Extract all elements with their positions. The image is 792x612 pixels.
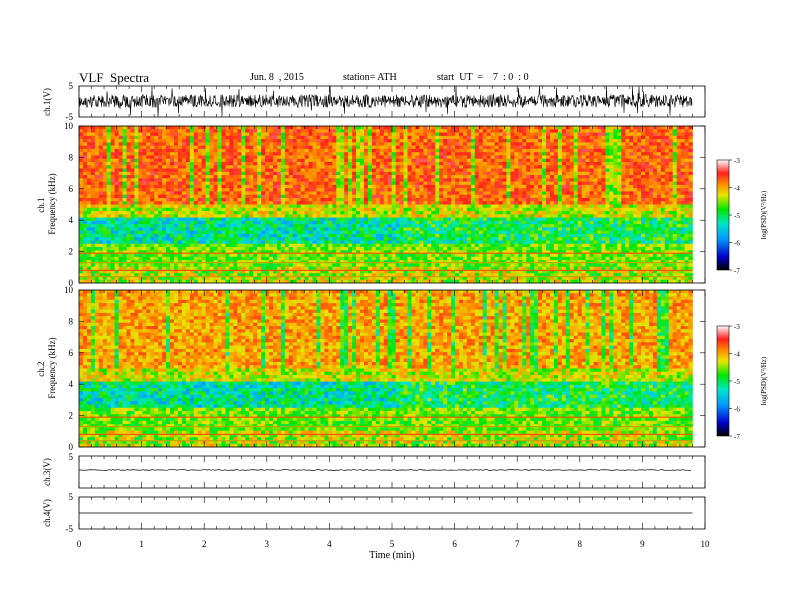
ch1-spectrogram-ytick-8: 8 [69, 152, 74, 162]
ch1-colorbar-tick--7: -7 [734, 267, 740, 275]
ch2-spectrogram-ylabel: ch.2 Frequency (kHz) [36, 337, 57, 398]
ch2-spectrogram-panel: 0 2 4 6 8 10 ch.2 Frequency (kHz) -3 -4 -5 -6 -7 l… [36, 285, 768, 452]
ch2-colorbar-tick--5: -5 [734, 378, 740, 386]
ch3-waveform-trace [78, 469, 692, 471]
ch1-waveform-ylabel: ch.1(V) [42, 88, 52, 116]
ch1-waveform-ytick-bottom: -5 [66, 112, 74, 122]
ch2-colorbar-tick--6: -6 [734, 406, 740, 414]
ch2-spectrogram-ytick-10: 10 [64, 285, 74, 295]
ch3-waveform-ylabel: ch.3(V) [42, 458, 52, 486]
ch2-spectrogram-ylabel-line1: ch.2 [36, 362, 46, 377]
ch1-spectrogram-ytick-0: 0 [69, 278, 74, 288]
ch1-spectrogram-ylabel-line1: ch.1 [36, 198, 46, 213]
ch1-spectrogram-ytick-2: 2 [69, 247, 74, 257]
ch1-colorbar-tick--5: -5 [734, 212, 740, 220]
ch1-waveform-trace [79, 86, 693, 117]
ch4-waveform-ytick-bottom: -5 [66, 524, 74, 534]
x-axis-label: Time (min) [369, 550, 414, 561]
ch3-waveform-panel: 5 ch.3(V) [42, 452, 706, 489]
ch2-colorbar-label: log(PSD)(V²/Hz) [760, 356, 768, 405]
ch1-spectrogram-ylabel-line2: Frequency (kHz) [47, 173, 57, 234]
time-x-axis: 0 1 2 3 4 5 6 7 8 9 10 [77, 539, 710, 549]
ch1-colorbar [716, 159, 730, 271]
ch2-colorbar [716, 325, 730, 437]
ch2-spectrogram-ytick-0: 0 [69, 442, 74, 452]
ch1-colorbar-tick--3: -3 [734, 157, 740, 165]
ch2-spectrogram-ylabel-line2: Frequency (kHz) [47, 337, 57, 398]
ch1-waveform-panel: 5 -5 ch.1(V) [42, 81, 706, 122]
ch1-colorbar-tick--6: -6 [734, 240, 740, 248]
figure-title: VLF Spectra [79, 70, 150, 85]
ch1-spectrogram-ylabel: ch.1 Frequency (kHz) [36, 173, 57, 234]
ch1-spectrogram-ytick-4: 4 [69, 215, 74, 225]
x-tick-label-2: 2 [202, 539, 207, 549]
x-tick-label-10: 10 [701, 539, 711, 549]
ch2-spectrogram-ytick-8: 8 [69, 316, 74, 326]
x-tick-label-6: 6 [452, 539, 457, 549]
x-tick-label-4: 4 [327, 539, 332, 549]
x-tick-label-1: 1 [139, 539, 144, 549]
station-label: station= ATH [343, 72, 397, 83]
x-tick-label-3: 3 [265, 539, 270, 549]
ch2-spectrogram-ytick-4: 4 [69, 379, 74, 389]
ch2-colorbar-tick--4: -4 [734, 351, 740, 359]
x-tick-label-8: 8 [578, 539, 583, 549]
ch2-spectrogram-ytick-6: 6 [69, 348, 74, 358]
ch1-spectrogram-ytick-10: 10 [64, 121, 74, 131]
ch2-colorbar-tick--7: -7 [734, 433, 740, 441]
start-time-label: start UT = 7 : 0 : 0 [437, 72, 529, 83]
ch2-spectrogram-ytick-2: 2 [69, 411, 74, 421]
ch1-spectrogram-ytick-6: 6 [69, 184, 74, 194]
ch3-waveform-ytick-top: 5 [69, 452, 74, 462]
x-tick-label-5: 5 [390, 539, 395, 549]
x-tick-label-0: 0 [77, 539, 82, 549]
ch1-colorbar-label: log(PSD)(V²/Hz) [760, 190, 768, 239]
ch4-waveform-ylabel: ch.4(V) [42, 499, 52, 527]
ch4-waveform-panel: 5 -5 ch.4(V) [42, 492, 706, 534]
ch2-colorbar-tick--3: -3 [734, 323, 740, 331]
ch1-waveform-ytick-top: 5 [69, 81, 74, 91]
x-tick-label-7: 7 [515, 539, 520, 549]
date-label: Jun. 8 , 2015 [250, 72, 304, 83]
ch4-waveform-ytick-top: 5 [69, 492, 74, 502]
ch1-colorbar-tick--4: -4 [734, 185, 740, 193]
x-tick-label-9: 9 [640, 539, 645, 549]
ch1-spectrogram-panel: 0 2 4 6 8 10 ch.1 Frequency (kHz) -3 -4 -5 -6 -7 l… [36, 121, 768, 288]
